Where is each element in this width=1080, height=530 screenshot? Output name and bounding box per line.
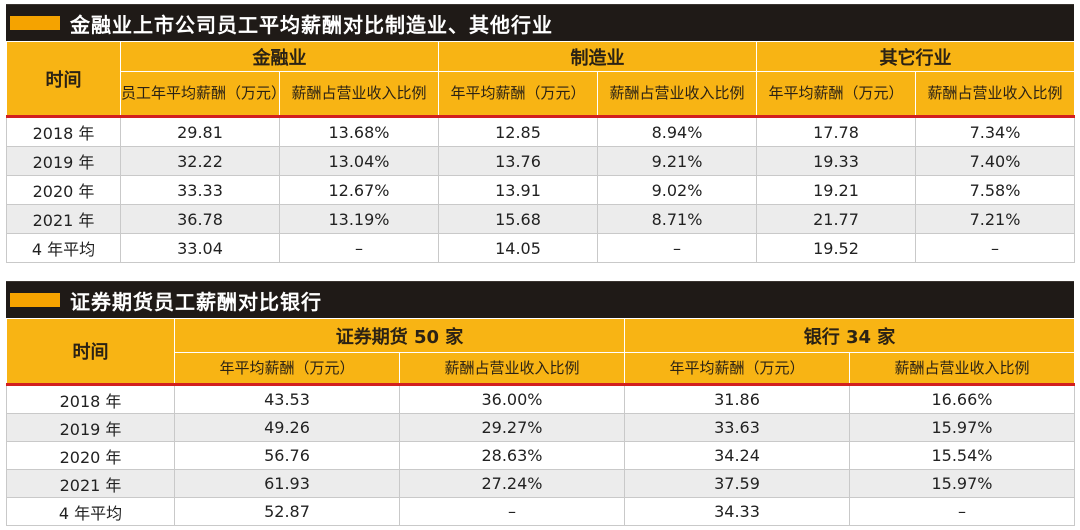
row-label: 4 年平均 bbox=[6, 233, 121, 263]
section-title: 金融业上市公司员工平均薪酬对比制造业、其他行业 bbox=[70, 12, 553, 37]
table-cell: – bbox=[849, 497, 1075, 526]
table-row: 2020 年 33.33 12.67% 13.91 9.02% 19.21 7.… bbox=[6, 175, 1075, 205]
table-cell: 15.97% bbox=[849, 469, 1075, 498]
time-header: 时间 bbox=[6, 318, 175, 385]
table-cell: 13.91 bbox=[438, 175, 598, 205]
table-cell: 21.77 bbox=[756, 204, 916, 234]
securities-vs-bank-section: 证券期货员工薪酬对比银行 时间 证券期货 50 家 银行 34 家 年平均薪酬（… bbox=[6, 281, 1075, 526]
table-cell: 61.93 bbox=[174, 469, 400, 498]
table-cell: 17.78 bbox=[756, 115, 916, 147]
table-cell: 7.34% bbox=[915, 115, 1075, 147]
table-row: 2018 年 29.81 13.68% 12.85 8.94% 17.78 7.… bbox=[6, 115, 1075, 147]
table-cell: 19.33 bbox=[756, 146, 916, 176]
group-header-securities: 证券期货 50 家 bbox=[174, 318, 625, 353]
row-label: 2020 年 bbox=[6, 175, 121, 205]
table-cell: 7.58% bbox=[915, 175, 1075, 205]
table-cell: 13.76 bbox=[438, 146, 598, 176]
row-label: 2019 年 bbox=[6, 413, 175, 442]
table-cell: 32.22 bbox=[120, 146, 280, 176]
table-cell: 34.24 bbox=[624, 441, 850, 470]
table-cell: 34.33 bbox=[624, 497, 850, 526]
column-header: 年平均薪酬（万元） bbox=[756, 71, 916, 117]
table-cell: 36.00% bbox=[399, 383, 625, 414]
table-cell: 31.86 bbox=[624, 383, 850, 414]
table-row: 2021 年 36.78 13.19% 15.68 8.71% 21.77 7.… bbox=[6, 204, 1075, 234]
table-cell: – bbox=[399, 497, 625, 526]
table-cell: 49.26 bbox=[174, 413, 400, 442]
table-cell: 19.21 bbox=[756, 175, 916, 205]
table-cell: 52.87 bbox=[174, 497, 400, 526]
row-label: 2021 年 bbox=[6, 204, 121, 234]
table-cell: 8.71% bbox=[597, 204, 757, 234]
section-title-bar: 金融业上市公司员工平均薪酬对比制造业、其他行业 bbox=[6, 4, 1074, 41]
finance-vs-manufacturing-section: 金融业上市公司员工平均薪酬对比制造业、其他行业 时间 金融业 制造业 其它行业 … bbox=[6, 4, 1075, 263]
table-cell: 12.67% bbox=[279, 175, 439, 205]
row-label: 2018 年 bbox=[6, 383, 175, 414]
column-header: 薪酬占营业收入比例 bbox=[915, 71, 1075, 117]
title-accent-bar bbox=[10, 293, 60, 307]
table-row: 2019 年 32.22 13.04% 13.76 9.21% 19.33 7.… bbox=[6, 146, 1075, 176]
table-cell: 37.59 bbox=[624, 469, 850, 498]
table-cell: 12.85 bbox=[438, 115, 598, 147]
row-label: 2018 年 bbox=[6, 115, 121, 147]
table-cell: 33.63 bbox=[624, 413, 850, 442]
column-header: 薪酬占营业收入比例 bbox=[399, 352, 625, 385]
table-cell: 56.76 bbox=[174, 441, 400, 470]
table-row: 4 年平均 52.87 – 34.33 – bbox=[6, 497, 1075, 526]
column-header: 薪酬占营业收入比例 bbox=[597, 71, 757, 117]
table-cell: 33.33 bbox=[120, 175, 280, 205]
table-cell: – bbox=[915, 233, 1075, 263]
row-label: 2021 年 bbox=[6, 469, 175, 498]
table-row: 2020 年 56.76 28.63% 34.24 15.54% bbox=[6, 441, 1075, 470]
column-header: 薪酬占营业收入比例 bbox=[849, 352, 1075, 385]
row-label: 4 年平均 bbox=[6, 497, 175, 526]
table-cell: 15.54% bbox=[849, 441, 1075, 470]
table-row: 4 年平均 33.04 – 14.05 – 19.52 – bbox=[6, 233, 1075, 263]
table-cell: 13.04% bbox=[279, 146, 439, 176]
column-header: 年平均薪酬（万元） bbox=[624, 352, 850, 385]
table-cell: 29.27% bbox=[399, 413, 625, 442]
section-title: 证券期货员工薪酬对比银行 bbox=[70, 289, 322, 314]
group-header-bank: 银行 34 家 bbox=[624, 318, 1075, 353]
table-cell: 43.53 bbox=[174, 383, 400, 414]
group-header-manufacturing: 制造业 bbox=[438, 41, 757, 72]
table-cell: – bbox=[279, 233, 439, 263]
column-header: 年平均薪酬（万元） bbox=[174, 352, 400, 385]
securities-bank-table: 时间 证券期货 50 家 银行 34 家 年平均薪酬（万元） 薪酬占营业收入比例… bbox=[6, 318, 1075, 526]
salary-comparison-table: 时间 金融业 制造业 其它行业 员工年平均薪酬（万元） 薪酬占营业收入比例 年平… bbox=[6, 41, 1075, 263]
table-cell: 33.04 bbox=[120, 233, 280, 263]
time-header: 时间 bbox=[6, 41, 121, 117]
table-cell: 28.63% bbox=[399, 441, 625, 470]
table-cell: 9.02% bbox=[597, 175, 757, 205]
table-cell: 27.24% bbox=[399, 469, 625, 498]
table-cell: 15.97% bbox=[849, 413, 1075, 442]
group-header-other: 其它行业 bbox=[756, 41, 1075, 72]
table-cell: 13.68% bbox=[279, 115, 439, 147]
column-header: 员工年平均薪酬（万元） bbox=[120, 71, 280, 117]
table-row: 2021 年 61.93 27.24% 37.59 15.97% bbox=[6, 469, 1075, 498]
table-cell: 13.19% bbox=[279, 204, 439, 234]
column-header: 年平均薪酬（万元） bbox=[438, 71, 598, 117]
table-cell: 14.05 bbox=[438, 233, 598, 263]
table-cell: 9.21% bbox=[597, 146, 757, 176]
table-cell: 16.66% bbox=[849, 383, 1075, 414]
column-header: 薪酬占营业收入比例 bbox=[279, 71, 439, 117]
table-cell: 15.68 bbox=[438, 204, 598, 234]
table-row: 2018 年 43.53 36.00% 31.86 16.66% bbox=[6, 383, 1075, 414]
table-row: 2019 年 49.26 29.27% 33.63 15.97% bbox=[6, 413, 1075, 442]
table-cell: – bbox=[597, 233, 757, 263]
title-accent-bar bbox=[10, 16, 60, 30]
table-cell: 29.81 bbox=[120, 115, 280, 147]
table-cell: 8.94% bbox=[597, 115, 757, 147]
section-title-bar: 证券期货员工薪酬对比银行 bbox=[6, 281, 1074, 318]
group-header-finance: 金融业 bbox=[120, 41, 439, 72]
table-cell: 19.52 bbox=[756, 233, 916, 263]
row-label: 2019 年 bbox=[6, 146, 121, 176]
table-cell: 36.78 bbox=[120, 204, 280, 234]
table-cell: 7.21% bbox=[915, 204, 1075, 234]
table-cell: 7.40% bbox=[915, 146, 1075, 176]
row-label: 2020 年 bbox=[6, 441, 175, 470]
